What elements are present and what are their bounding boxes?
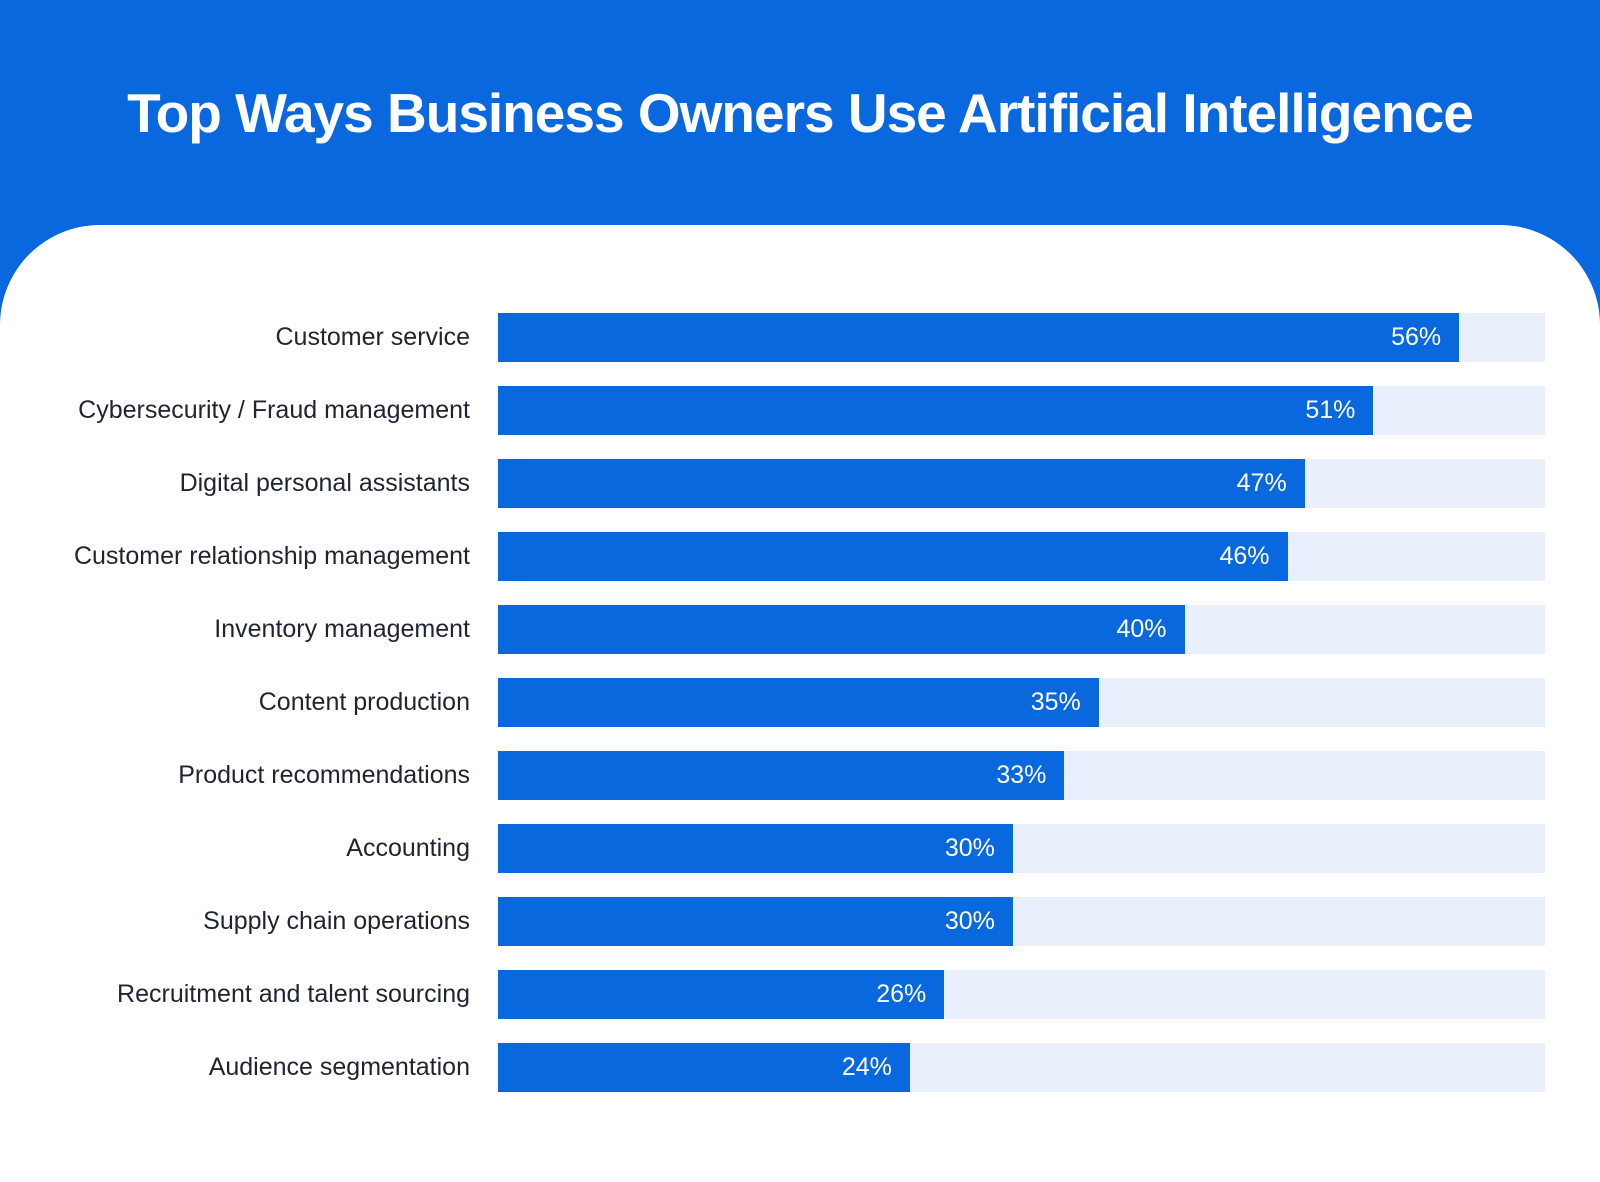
bar-row: Audience segmentation 24% (0, 1043, 1600, 1092)
bar-row: Accounting 30% (0, 824, 1600, 873)
bar-value-label: 26% (876, 980, 927, 1008)
bar-chart: Customer service 56% Cybersecurity / Fraud… (0, 313, 1600, 1092)
bar-row: Cybersecurity / Fraud management 51% (0, 386, 1600, 435)
category-label: Digital personal assistants (179, 469, 470, 497)
bar-fill: 40% (498, 605, 1185, 654)
category-label: Customer service (275, 323, 471, 351)
bar-fill: 47% (498, 459, 1305, 508)
bar-value-label: 30% (944, 907, 995, 935)
bar-value-label: 35% (1030, 688, 1081, 716)
bar-track: 24% (498, 1043, 1545, 1092)
bar-fill: 33% (498, 751, 1065, 800)
bar-value-label: 40% (1116, 615, 1167, 643)
page-title: Top Ways Business Owners Use Artificial … (127, 81, 1474, 144)
bar-track: 46% (498, 532, 1545, 581)
bar-fill: 56% (498, 313, 1460, 362)
bar-track: 35% (498, 678, 1545, 727)
bar-row: Product recommendations 33% (0, 751, 1600, 800)
bar-track: 40% (498, 605, 1545, 654)
bar-value-label: 33% (996, 761, 1047, 789)
bar-track: 33% (498, 751, 1545, 800)
bar-row: Customer relationship management 46% (0, 532, 1600, 581)
bar-track: 30% (498, 824, 1545, 873)
bar-value-label: 56% (1391, 323, 1442, 351)
bar-value-label: 30% (944, 834, 995, 862)
bar-fill: 46% (498, 532, 1288, 581)
bar-track: 56% (498, 313, 1545, 362)
category-label: Audience segmentation (208, 1053, 470, 1081)
bar-value-label: 46% (1219, 542, 1270, 570)
bar-fill: 35% (498, 678, 1099, 727)
bar-value-label: 24% (841, 1053, 892, 1081)
category-label: Inventory management (214, 615, 470, 643)
bar-row: Content production 35% (0, 678, 1600, 727)
category-label: Accounting (346, 834, 470, 862)
category-label: Customer relationship management (73, 542, 470, 570)
bar-row: Digital personal assistants 47% (0, 459, 1600, 508)
bar-row: Supply chain operations 30% (0, 897, 1600, 946)
header-band: Top Ways Business Owners Use Artificial … (0, 0, 1600, 225)
bar-row: Customer service 56% (0, 313, 1600, 362)
bar-track: 30% (498, 897, 1545, 946)
bar-track: 51% (498, 386, 1545, 435)
bar-fill: 30% (498, 824, 1013, 873)
category-label: Supply chain operations (203, 907, 470, 935)
bar-value-label: 47% (1236, 469, 1287, 497)
bar-track: 47% (498, 459, 1545, 508)
bar-value-label: 51% (1305, 396, 1356, 424)
bar-fill: 24% (498, 1043, 910, 1092)
chart-card: Customer service 56% Cybersecurity / Fraud… (0, 225, 1600, 1182)
bar-row: Inventory management 40% (0, 605, 1600, 654)
category-label: Cybersecurity / Fraud management (78, 396, 470, 424)
bar-fill: 26% (498, 970, 945, 1019)
bar-row: Recruitment and talent sourcing 26% (0, 970, 1600, 1019)
category-label: Product recommendations (178, 761, 470, 789)
bar-fill: 51% (498, 386, 1374, 435)
bar-fill: 30% (498, 897, 1013, 946)
category-label: Content production (258, 688, 470, 716)
bar-track: 26% (498, 970, 1545, 1019)
category-label: Recruitment and talent sourcing (117, 980, 470, 1008)
